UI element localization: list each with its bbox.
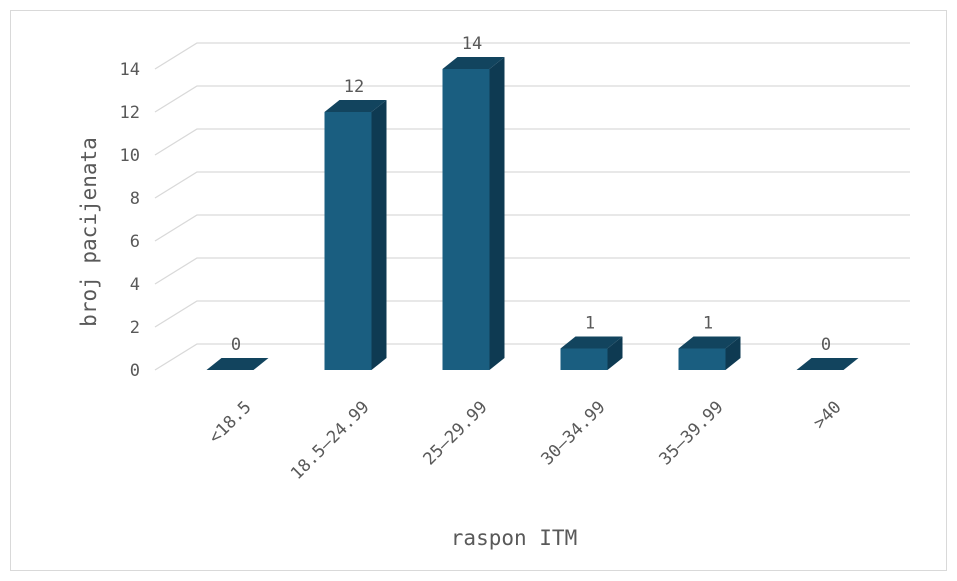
data-label: 1	[585, 314, 595, 334]
gridline	[154, 214, 910, 242]
bar-top	[678, 336, 741, 349]
bar-front	[678, 348, 726, 370]
y-tick-label: 14	[120, 60, 140, 80]
gridline	[154, 42, 910, 70]
data-labels: 0 12 14 1 1 0	[231, 34, 831, 355]
y-tick-label: 0	[130, 361, 140, 381]
bar-front	[324, 112, 372, 370]
bar-side	[607, 336, 623, 370]
bar-top	[560, 336, 623, 349]
gridline	[154, 171, 910, 199]
gridline	[154, 128, 910, 156]
bar	[206, 358, 269, 370]
gridline	[154, 85, 910, 113]
bar-top	[324, 100, 387, 112]
x-tick-label: 30–34.99	[537, 397, 609, 469]
y-axis-title: broj pacijenata	[77, 137, 101, 327]
data-label: 12	[344, 77, 364, 97]
gridline	[154, 257, 910, 285]
y-tick-label: 6	[130, 232, 140, 252]
x-tick-label: 18.5–24.99	[287, 397, 374, 484]
x-tick-labels: <18.5 18.5–24.99 25–29.99 30–34.99 35–39.99 >…	[205, 397, 845, 484]
bar-top	[206, 358, 269, 370]
bar-top	[442, 57, 505, 69]
x-tick-label: 35–39.99	[655, 397, 727, 469]
y-tick-label: 8	[130, 189, 140, 209]
gridlines	[154, 42, 910, 371]
data-label: 0	[821, 335, 831, 355]
bar	[324, 100, 387, 370]
y-tick-label: 12	[120, 103, 140, 123]
y-tick-label: 2	[130, 318, 140, 338]
x-axis-title: raspon ITM	[451, 526, 577, 550]
bar	[796, 358, 859, 370]
bar	[560, 336, 623, 370]
bar-front	[560, 348, 608, 370]
data-label: 0	[231, 335, 241, 355]
bar-front	[442, 69, 490, 370]
y-tick-label: 10	[120, 146, 140, 166]
x-tick-label: <18.5	[205, 397, 255, 447]
x-tick-label: >40	[810, 397, 846, 433]
bar	[678, 336, 741, 370]
gridline	[154, 343, 910, 371]
data-label: 14	[462, 34, 482, 54]
bar-top	[796, 358, 859, 370]
bar-side	[489, 57, 505, 370]
x-tick-label: 25–29.99	[419, 397, 491, 469]
data-label: 1	[703, 314, 713, 334]
bar	[442, 57, 505, 370]
bar-side	[725, 336, 741, 370]
y-tick-labels: 0 2 4 6 8 10 12 14	[120, 60, 140, 381]
bars	[206, 57, 859, 370]
gridline	[154, 300, 910, 328]
y-tick-label: 4	[130, 275, 140, 295]
bar-side	[371, 100, 387, 370]
